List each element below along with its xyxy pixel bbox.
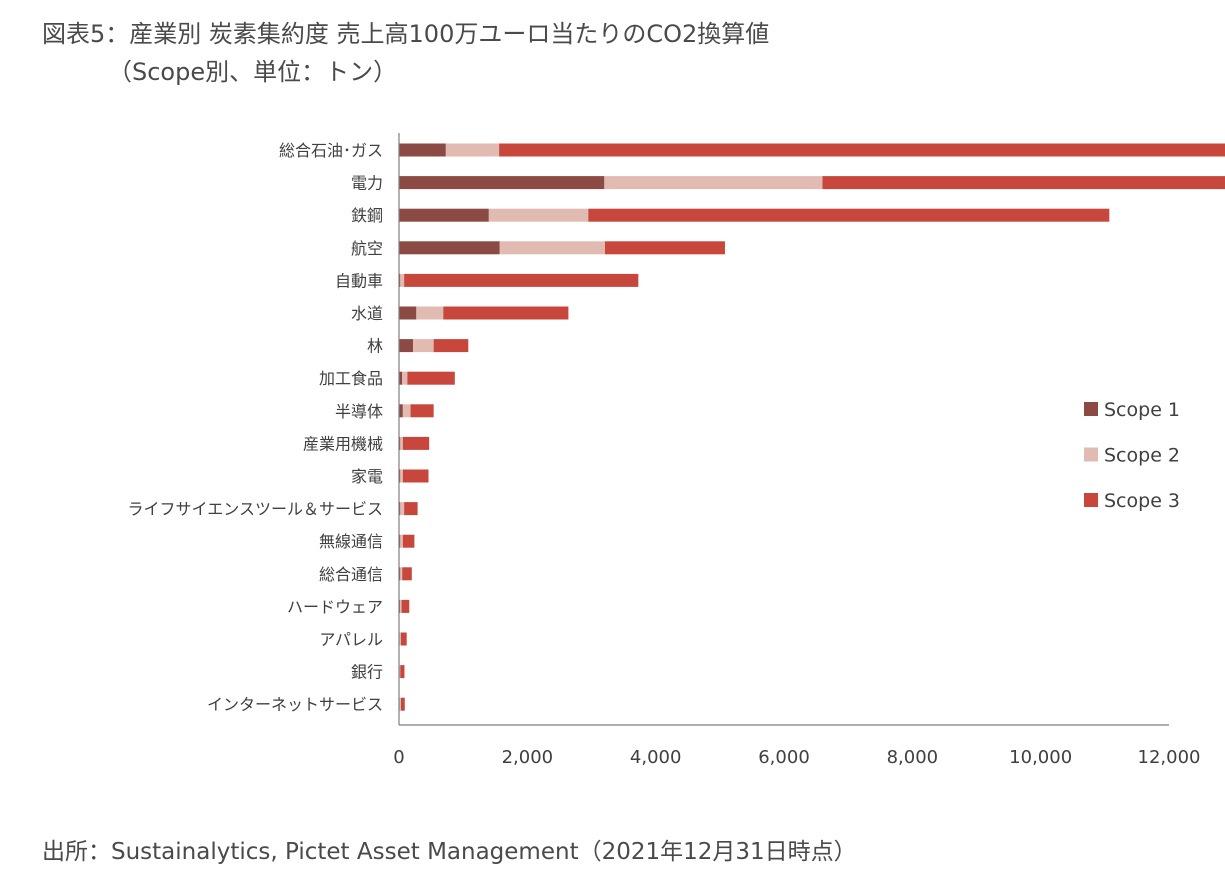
bar-segment-scope2 [402, 371, 408, 385]
category-label: 林 [367, 337, 383, 356]
x-tick-label: 2,000 [502, 747, 554, 768]
bar-segment-scope1 [399, 241, 500, 255]
bar-segment-scope1 [399, 339, 414, 353]
bar-segment-scope2 [400, 436, 403, 450]
legend-swatch-scope3 [1084, 493, 1098, 507]
category-label: 無線通信 [319, 532, 383, 551]
bar-segment-scope2 [400, 469, 403, 483]
bar-segment-scope3 [410, 404, 434, 418]
legend-label-scope2: Scope 2 [1104, 445, 1180, 467]
bar-segment-scope1 [399, 176, 605, 190]
bar-segment-scope2 [416, 306, 444, 320]
bar-segment-scope2 [413, 339, 434, 353]
x-tick-label: 10,000 [1009, 747, 1072, 768]
bar-segment-scope2 [399, 632, 401, 646]
category-label: 産業用機械 [303, 434, 383, 453]
bar-segment-scope2 [399, 665, 401, 679]
bar-segment-scope3 [400, 632, 407, 646]
bar-segment-scope2 [400, 273, 405, 287]
bar-segment-scope2 [400, 502, 405, 516]
category-label: 水道 [351, 304, 383, 323]
bar-segment-scope3 [433, 339, 469, 353]
bar-segment-scope2 [604, 176, 823, 190]
category-label: ライフサイエンスツール＆サービス [127, 500, 383, 519]
bar-segment-scope1 [399, 143, 446, 157]
bar-segment-scope3 [400, 665, 405, 679]
bar-segment-scope3 [404, 273, 639, 287]
bar-segment-scope3 [401, 599, 410, 613]
bar-segment-scope3 [499, 143, 1225, 157]
bar-segment-scope2 [402, 404, 411, 418]
category-label: 鉄鋼 [351, 206, 383, 225]
bar-segment-scope3 [822, 176, 1225, 190]
chart-subtitle: （Scope別、単位：トン） [108, 58, 398, 86]
bar-segment-scope1 [399, 502, 401, 516]
bar-segment-scope3 [407, 371, 455, 385]
x-tick-label: 0 [393, 747, 404, 768]
legend-swatch-scope1 [1084, 402, 1098, 416]
bar-segment-scope2 [499, 241, 605, 255]
bar-segment-scope3 [400, 697, 405, 711]
bar-segment-scope3 [404, 502, 418, 516]
bar-segment-scope1 [399, 534, 401, 548]
bar-segment-scope2 [400, 567, 403, 581]
bar-segment-scope2 [399, 599, 402, 613]
bar-segment-scope3 [588, 208, 1110, 222]
category-label: 加工食品 [319, 369, 383, 388]
category-label: ハードウェア [287, 597, 383, 616]
bar-segment-scope3 [402, 436, 430, 450]
source-note: 出所：Sustainalytics, Pictet Asset Manageme… [42, 839, 857, 865]
bar-segment-scope1 [399, 371, 403, 385]
x-tick-label: 6,000 [758, 747, 810, 768]
category-label: 銀行 [351, 663, 383, 682]
legend-swatch-scope2 [1084, 447, 1098, 462]
x-tick-label: 12,000 [1138, 747, 1201, 768]
bar-segment-scope1 [399, 306, 417, 320]
category-label: 総合通信 [319, 565, 383, 584]
bar-segment-scope3 [402, 534, 415, 548]
bar-segment-scope3 [402, 469, 429, 483]
bar-segment-scope2 [488, 208, 589, 222]
bar-segment-scope1 [399, 208, 489, 222]
category-label: インターネットサービス [207, 695, 383, 714]
bar-segment-scope3 [604, 241, 725, 255]
bar-segment-scope2 [399, 697, 401, 711]
bar-segment-scope1 [399, 404, 403, 418]
bar-segment-scope1 [399, 273, 401, 287]
x-tick-label: 4,000 [630, 747, 682, 768]
bar-segment-scope1 [399, 567, 401, 581]
category-label: 家電 [351, 467, 383, 486]
legend-label-scope3: Scope 3 [1104, 490, 1180, 512]
legend-label-scope1: Scope 1 [1104, 399, 1180, 421]
bar-segment-scope3 [443, 306, 569, 320]
bar-segment-scope1 [399, 469, 401, 483]
bar-segment-scope1 [399, 436, 401, 450]
bar-segment-scope3 [402, 567, 412, 581]
x-tick-label: 8,000 [887, 747, 939, 768]
bar-segment-scope2 [400, 534, 403, 548]
category-label: 電力 [351, 174, 383, 193]
category-label: 総合石油･ガス [279, 141, 383, 160]
category-label: 自動車 [335, 271, 383, 290]
bar-segment-scope2 [445, 143, 500, 157]
chart-title: 図表5：産業別 炭素集約度 売上高100万ユーロ当たりのCO2換算値 [42, 20, 770, 48]
category-label: 航空 [351, 239, 383, 258]
category-label: 半導体 [335, 402, 383, 421]
category-label: アパレル [319, 630, 383, 649]
